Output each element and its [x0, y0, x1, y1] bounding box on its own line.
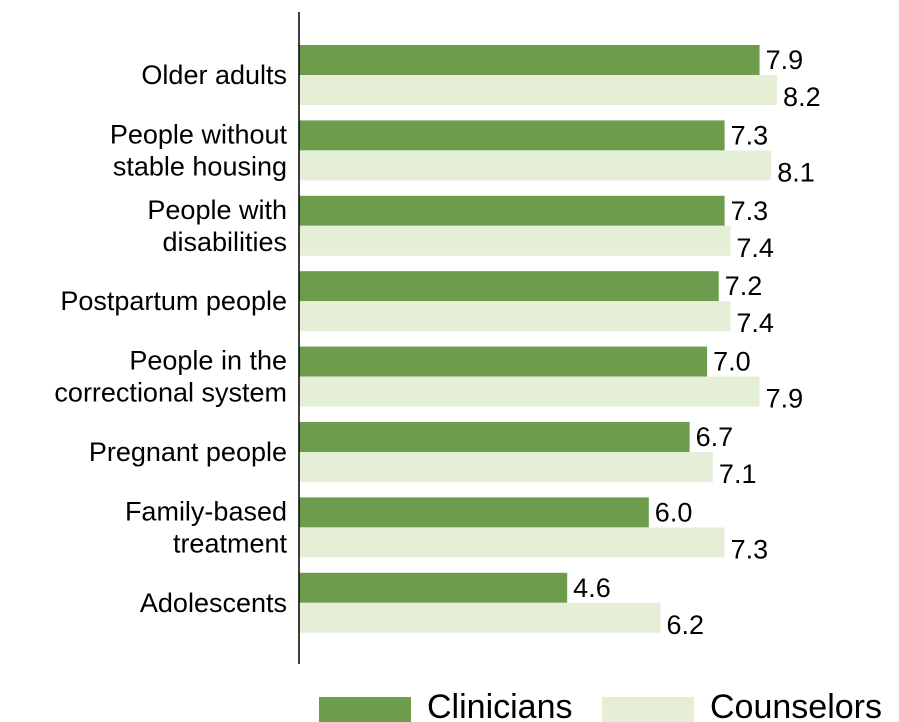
value-label-clinicians-3: 7.2 [725, 271, 763, 301]
bar-counselors-3 [299, 301, 731, 332]
category-label-6-line-1: treatment [173, 528, 288, 558]
bar-counselors-5 [299, 452, 713, 482]
category-label-3-line-0: Postpartum people [60, 286, 287, 316]
category-label-1-line-0: People without [110, 119, 288, 149]
value-label-clinicians-5: 6.7 [696, 422, 734, 452]
bar-clinicians-3 [299, 271, 719, 302]
value-label-counselors-2: 7.4 [736, 233, 774, 263]
legend: Clinicians Counselors [319, 688, 882, 722]
category-label-0-line-0: Older adults [141, 60, 287, 90]
category-label-6-line-0: Family-based [125, 496, 287, 526]
bar-clinicians-6 [299, 497, 649, 528]
bar-clinicians-0 [299, 45, 760, 75]
bar-counselors-6 [299, 527, 725, 558]
category-label-4-line-0: People in the [129, 346, 287, 376]
category-label-1-line-1: stable housing [113, 151, 287, 181]
category-label-2-line-0: People with [147, 195, 287, 225]
bar-counselors-7 [299, 602, 661, 633]
bar-clinicians-5 [299, 422, 690, 452]
legend-label-clinicians: Clinicians [427, 688, 573, 722]
value-label-counselors-5: 7.1 [719, 459, 757, 489]
category-label-4-line-1: correctional system [54, 378, 287, 408]
bar-counselors-2 [299, 225, 731, 256]
bar-clinicians-1 [299, 120, 725, 151]
bar-clinicians-7 [299, 572, 568, 603]
bar-counselors-0 [299, 75, 778, 105]
value-label-clinicians-4: 7.0 [713, 347, 751, 377]
value-label-counselors-6: 7.3 [731, 534, 769, 564]
value-label-counselors-1: 8.1 [777, 157, 815, 187]
value-label-counselors-4: 7.9 [766, 384, 804, 414]
value-label-clinicians-2: 7.3 [731, 196, 769, 226]
bar-clinicians-4 [299, 346, 708, 377]
value-label-clinicians-1: 7.3 [731, 120, 769, 150]
bars-layer: 7.9 8.2 7.3 8.1 7.3 7.4 7.2 7.4 7.0 7.9 6.7 7.1 6.0 7… [299, 45, 821, 640]
value-label-clinicians-7: 4.6 [573, 573, 611, 603]
bar-clinicians-2 [299, 195, 725, 226]
category-label-7-line-0: Adolescents [140, 588, 287, 618]
legend-swatch-counselors [602, 697, 694, 722]
bar-counselors-1 [299, 150, 772, 181]
legend-label-counselors: Counselors [710, 688, 882, 722]
value-label-counselors-7: 6.2 [666, 610, 704, 640]
value-label-clinicians-6: 6.0 [655, 497, 693, 527]
value-label-clinicians-0: 7.9 [766, 45, 804, 75]
category-label-2-line-1: disabilities [162, 227, 287, 257]
value-label-counselors-0: 8.2 [783, 82, 821, 112]
category-label-5-line-0: Pregnant people [89, 437, 287, 467]
bar-counselors-4 [299, 376, 760, 407]
legend-swatch-clinicians [319, 697, 411, 722]
value-label-counselors-3: 7.4 [736, 308, 774, 338]
